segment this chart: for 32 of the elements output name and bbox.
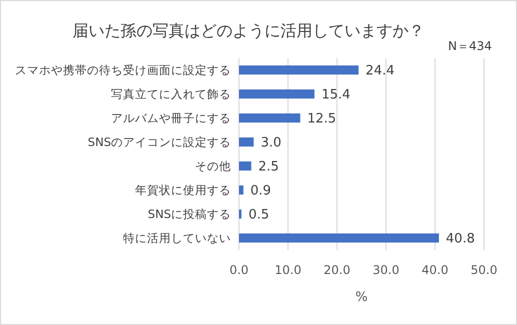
y-tick-label: 年賀状に使用する — [135, 183, 231, 198]
data-label: 40.8 — [446, 232, 475, 247]
y-tick-label: SNSのアイコンに設定する — [88, 135, 231, 150]
y-tick-label: アルバムや冊子にする — [111, 111, 231, 126]
data-label: 0.9 — [250, 184, 272, 199]
data-label: 15.4 — [321, 88, 350, 103]
x-tick-label: 30.0 — [372, 263, 400, 277]
data-label: 0.5 — [248, 208, 270, 223]
x-tick-label: 50.0 — [470, 263, 498, 277]
bar — [239, 65, 359, 75]
y-tick-label: 写真立てに入れて飾る — [111, 87, 231, 102]
data-label: 24.4 — [366, 64, 395, 79]
x-tick-label: 0.0 — [229, 263, 249, 277]
bar — [239, 233, 439, 243]
text: N＝434 — [448, 39, 492, 53]
x-axis-title: % — [355, 290, 368, 305]
y-tick-label: スマホや携帯の待ち受け画面に設定する — [15, 63, 231, 78]
x-tick-label: 10.0 — [274, 263, 302, 277]
bar — [239, 89, 314, 99]
chart-title: 届いた孫の写真はどのように活用していますか？ — [72, 21, 424, 40]
y-tick-label: SNSに投稿する — [148, 207, 231, 222]
x-tick-label: 20.0 — [324, 263, 350, 277]
bar — [239, 113, 300, 123]
data-label: 3.0 — [260, 136, 282, 151]
data-label: 12.5 — [307, 112, 336, 127]
data-label: 2.5 — [258, 160, 279, 175]
bar — [239, 185, 244, 195]
bar — [239, 161, 252, 171]
y-tick-label: その他 — [195, 159, 231, 174]
x-tick-label: 40.0 — [422, 263, 448, 277]
y-tick-label: 特に活用していない — [123, 231, 231, 246]
bar — [239, 137, 254, 147]
